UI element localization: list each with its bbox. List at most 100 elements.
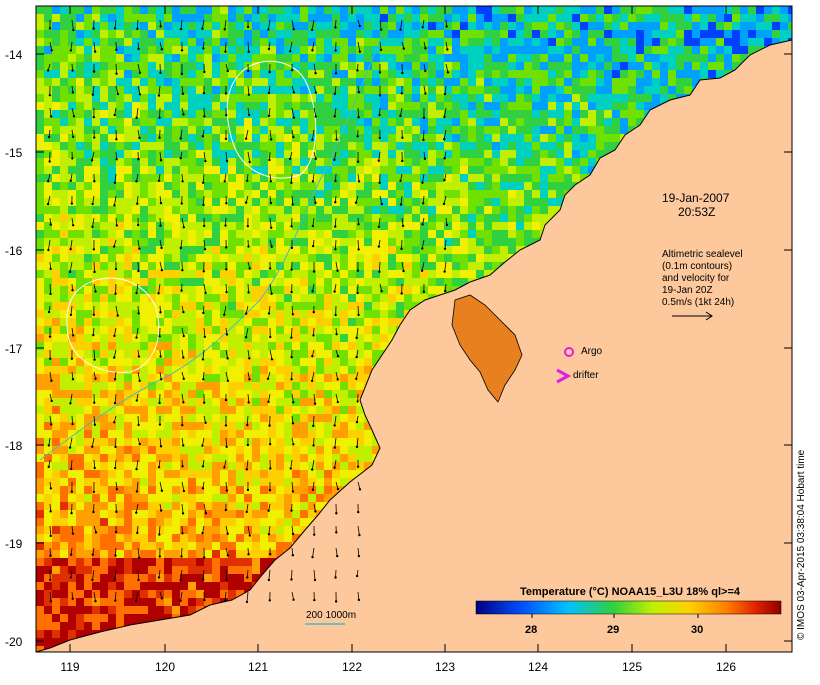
sst-pixel (404, 214, 412, 222)
sst-pixel (332, 134, 340, 142)
sst-pixel (92, 390, 100, 398)
sst-pixel (132, 422, 140, 430)
sst-pixel (204, 78, 212, 86)
sst-pixel (244, 366, 252, 374)
sst-pixel (204, 190, 212, 198)
sst-pixel (124, 350, 132, 358)
sst-pixel (156, 70, 164, 78)
sst-pixel (564, 38, 572, 46)
sst-pixel (180, 278, 188, 286)
sst-pixel (84, 38, 92, 46)
sst-pixel (620, 126, 628, 134)
sst-pixel (124, 142, 132, 150)
sst-pixel (100, 302, 108, 310)
sst-pixel (140, 230, 148, 238)
sst-pixel (300, 206, 308, 214)
sst-pixel (380, 62, 388, 70)
sst-pixel (92, 190, 100, 198)
sst-pixel (236, 214, 244, 222)
sst-pixel (44, 390, 52, 398)
sst-pixel (188, 238, 196, 246)
sst-pixel (580, 22, 588, 30)
sst-pixel (388, 262, 396, 270)
sst-pixel (36, 14, 44, 22)
sst-pixel (476, 102, 484, 110)
sst-pixel (252, 78, 260, 86)
sst-pixel (396, 38, 404, 46)
sst-pixel (308, 70, 316, 78)
sst-pixel (260, 366, 268, 374)
sst-pixel (172, 118, 180, 126)
sst-pixel (116, 414, 124, 422)
sst-pixel (372, 286, 380, 294)
sst-pixel (228, 126, 236, 134)
sst-pixel (556, 14, 564, 22)
sst-pixel (356, 382, 364, 390)
sst-pixel (444, 278, 452, 286)
sst-pixel (628, 102, 636, 110)
sst-pixel (564, 166, 572, 174)
sst-pixel (156, 382, 164, 390)
sst-pixel (164, 286, 172, 294)
sst-pixel (100, 318, 108, 326)
sst-pixel (68, 206, 76, 214)
sst-pixel (316, 110, 324, 118)
sst-pixel (236, 238, 244, 246)
sst-pixel (244, 406, 252, 414)
sst-pixel (44, 254, 52, 262)
sst-pixel (132, 358, 140, 366)
sst-pixel (84, 6, 92, 14)
sst-pixel (276, 182, 284, 190)
sst-pixel (140, 406, 148, 414)
sst-pixel (324, 206, 332, 214)
sst-pixel (84, 110, 92, 118)
sst-pixel (148, 286, 156, 294)
sst-pixel (212, 262, 220, 270)
sst-pixel (660, 70, 668, 78)
sst-pixel (412, 62, 420, 70)
sst-pixel (428, 270, 436, 278)
sst-pixel (396, 238, 404, 246)
sst-pixel (324, 414, 332, 422)
sst-pixel (244, 134, 252, 142)
sst-pixel (124, 22, 132, 30)
sst-pixel (468, 230, 476, 238)
sst-pixel (516, 166, 524, 174)
sst-pixel (212, 222, 220, 230)
sst-pixel (468, 158, 476, 166)
sst-pixel (420, 222, 428, 230)
sst-pixel (572, 142, 580, 150)
sst-pixel (396, 86, 404, 94)
sst-pixel (676, 46, 684, 54)
sst-pixel (380, 174, 388, 182)
sst-pixel (436, 6, 444, 14)
sst-pixel (428, 198, 436, 206)
sst-pixel (212, 78, 220, 86)
sst-pixel (284, 6, 292, 14)
sst-pixel (204, 230, 212, 238)
sst-pixel (396, 310, 404, 318)
sst-pixel (124, 302, 132, 310)
sst-pixel (108, 158, 116, 166)
sst-pixel (148, 94, 156, 102)
sst-pixel (452, 150, 460, 158)
sst-pixel (220, 414, 228, 422)
sst-pixel (180, 22, 188, 30)
sst-pixel (532, 198, 540, 206)
sst-pixel (116, 286, 124, 294)
sst-pixel (540, 174, 548, 182)
sst-pixel (532, 126, 540, 134)
sst-pixel (564, 126, 572, 134)
sst-pixel (220, 134, 228, 142)
sst-pixel (452, 246, 460, 254)
sst-pixel (396, 134, 404, 142)
sst-pixel (308, 414, 316, 422)
sst-pixel (236, 30, 244, 38)
sst-pixel (252, 238, 260, 246)
sst-pixel (396, 78, 404, 86)
sst-pixel (204, 22, 212, 30)
sst-pixel (660, 62, 668, 70)
sst-pixel (388, 318, 396, 326)
sst-pixel (380, 142, 388, 150)
sst-pixel (180, 142, 188, 150)
